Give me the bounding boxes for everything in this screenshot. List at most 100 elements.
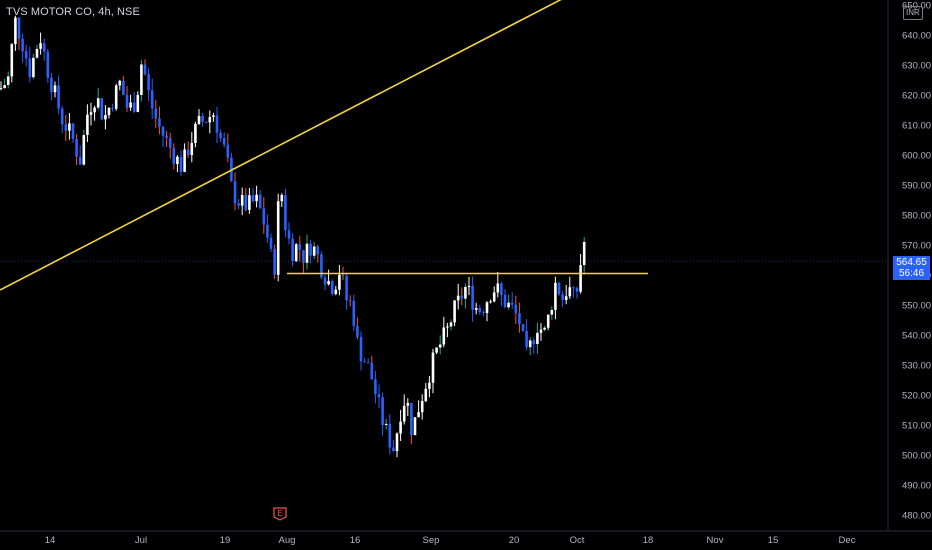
candle	[428, 375, 431, 398]
last-price-tag: 564.65 56:46	[893, 256, 930, 280]
candle	[244, 187, 248, 212]
candle	[435, 347, 438, 355]
candle	[258, 190, 262, 210]
candle	[100, 97, 104, 121]
candle	[190, 132, 194, 163]
bar-countdown: 56:46	[898, 268, 925, 279]
y-tick-label: 530.00	[902, 361, 931, 372]
candle	[446, 322, 449, 338]
candle	[327, 269, 330, 286]
candle	[57, 75, 60, 115]
candle	[503, 289, 507, 309]
y-tick-label: 620.00	[902, 91, 931, 102]
candle	[32, 53, 35, 80]
candle	[35, 44, 39, 59]
candle	[68, 113, 71, 140]
candle	[96, 87, 100, 111]
candle	[280, 193, 284, 207]
x-tick-label: Aug	[279, 535, 296, 546]
candle	[492, 286, 496, 303]
candle	[46, 49, 50, 84]
candle	[276, 193, 280, 282]
candle	[384, 418, 388, 430]
candle	[514, 295, 518, 324]
candle	[507, 294, 510, 310]
x-tick-label: Oct	[570, 535, 585, 546]
candle	[554, 276, 557, 320]
candle	[305, 234, 309, 270]
candle	[320, 251, 323, 279]
candle	[186, 141, 190, 158]
currency-badge[interactable]: INR	[903, 6, 923, 20]
candle	[359, 331, 363, 371]
y-tick-label: 600.00	[902, 151, 931, 162]
candle	[50, 72, 53, 101]
candle	[294, 243, 298, 262]
candle	[75, 134, 78, 166]
y-tick-label: 500.00	[902, 451, 931, 462]
candle	[345, 272, 348, 310]
candle	[420, 394, 424, 420]
candle	[143, 59, 147, 76]
candle	[237, 198, 240, 210]
y-tick-label: 480.00	[902, 511, 931, 522]
candle	[208, 110, 212, 134]
candle	[316, 244, 320, 263]
candle	[460, 287, 464, 306]
candle	[284, 188, 287, 238]
candle	[42, 38, 46, 61]
candle	[230, 152, 233, 183]
candle	[176, 154, 179, 173]
candle	[374, 370, 377, 404]
candle	[406, 398, 410, 416]
candle	[255, 185, 258, 208]
candle	[24, 44, 28, 67]
y-tick-label: 550.00	[902, 301, 931, 312]
candle	[496, 272, 500, 298]
x-tick-label: 16	[350, 535, 361, 546]
candle	[64, 115, 68, 141]
x-tick-label: Jul	[135, 535, 147, 546]
candle	[212, 112, 215, 122]
candle	[287, 222, 291, 245]
candle	[132, 91, 136, 113]
x-tick-label: 18	[643, 535, 654, 546]
candle	[546, 314, 550, 331]
candle	[413, 417, 417, 436]
x-tick-label: 15	[768, 535, 779, 546]
candle	[28, 46, 32, 83]
candle	[424, 383, 428, 403]
earnings-icon[interactable]: E	[273, 507, 287, 521]
candle	[21, 33, 24, 63]
x-tick-label: 19	[220, 535, 231, 546]
y-tick-label: 610.00	[902, 121, 931, 132]
candle	[197, 109, 201, 125]
candle	[262, 197, 266, 234]
candle	[172, 143, 176, 170]
candle	[248, 187, 251, 214]
candle	[528, 337, 532, 356]
candle	[464, 283, 467, 309]
candle	[86, 104, 89, 143]
candle	[233, 172, 237, 211]
candle	[107, 107, 111, 119]
y-tick-label: 630.00	[902, 61, 931, 72]
earnings-label: E	[277, 509, 282, 518]
candle	[17, 16, 21, 51]
candle	[482, 310, 485, 317]
candle	[147, 68, 150, 102]
candle	[431, 348, 435, 394]
candle	[136, 91, 140, 113]
candle	[111, 103, 114, 112]
candle	[89, 102, 93, 126]
candle	[521, 323, 525, 333]
candle	[557, 281, 561, 296]
candle	[183, 143, 186, 173]
candle	[323, 274, 327, 291]
trendline	[0, 0, 562, 291]
candle	[291, 232, 294, 267]
candle	[525, 319, 528, 351]
candle	[377, 384, 381, 409]
y-tick-label: 580.00	[902, 211, 931, 222]
